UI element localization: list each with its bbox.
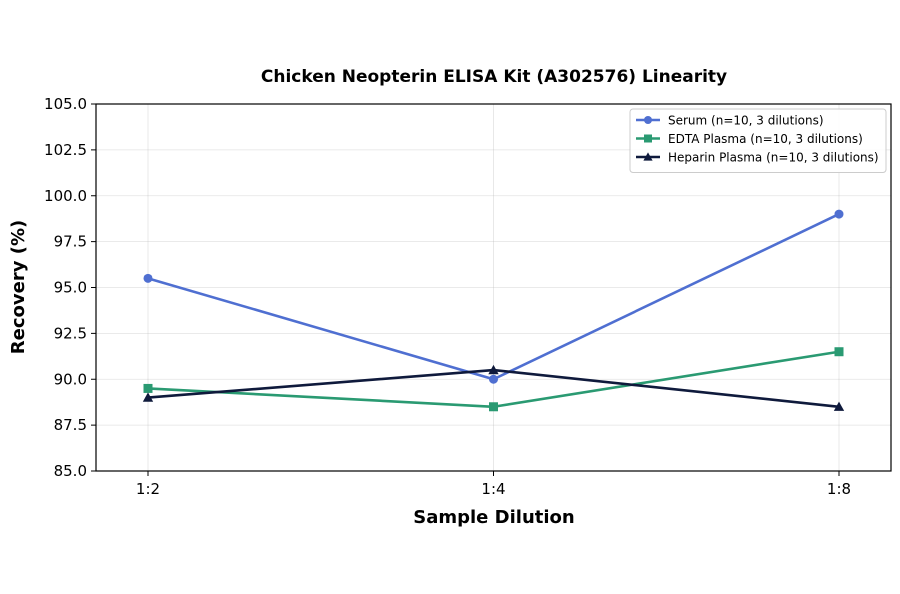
x-tick-label: 1:4 (481, 480, 505, 498)
legend-item: Heparin Plasma (n=10, 3 dilutions) (636, 151, 879, 165)
legend-label: Serum (n=10, 3 dilutions) (668, 114, 824, 128)
data-point (143, 273, 153, 283)
y-tick-label: 102.5 (44, 141, 87, 159)
y-tick-label: 105.0 (44, 95, 87, 113)
series-circle (143, 209, 844, 384)
data-point (489, 402, 498, 412)
series-layer (142, 209, 845, 412)
data-point (834, 347, 844, 357)
y-axis-label: Recovery (%) (8, 220, 29, 354)
y-tick-label: 95.0 (54, 279, 87, 297)
x-axis-label: Sample Dilution (413, 507, 574, 528)
series-square (143, 347, 844, 412)
legend-swatch-marker (644, 134, 652, 143)
legend-box (629, 108, 887, 173)
data-point (143, 383, 153, 393)
legend-item: EDTA Plasma (n=10, 3 dilutions) (636, 132, 863, 146)
y-tick-label: 90.0 (54, 370, 87, 388)
data-point (833, 401, 845, 411)
data-point (834, 209, 844, 219)
x-tick-label: 1:8 (827, 480, 851, 498)
data-point (142, 392, 154, 402)
legend-item: Serum (n=10, 3 dilutions) (636, 114, 824, 128)
legend: Serum (n=10, 3 dilutions) EDTA Plasma (n=… (629, 108, 887, 173)
y-tick-label: 97.5 (54, 233, 87, 251)
y-tick-label: 100.0 (44, 187, 87, 205)
axis-ticks: 85.0 87.5 90.0 92.5 95.0 97.5 100.0 102.5 105.0 1… (44, 95, 851, 498)
y-tick-label: 87.5 (54, 416, 87, 434)
data-point (488, 364, 499, 375)
legend-swatch-marker (644, 116, 652, 124)
series-triangle (142, 364, 845, 411)
legend-label: Heparin Plasma (n=10, 3 dilutions) (668, 151, 879, 165)
legend-label: EDTA Plasma (n=10, 3 dilutions) (668, 132, 863, 146)
chart-title: Chicken Neopterin ELISA Kit (A302576) Li… (261, 67, 727, 87)
legend-swatch-marker (643, 152, 653, 161)
data-point (489, 374, 498, 384)
y-tick-label: 92.5 (54, 324, 87, 342)
y-tick-label: 85.0 (54, 462, 87, 480)
x-tick-label: 1:2 (136, 480, 160, 498)
